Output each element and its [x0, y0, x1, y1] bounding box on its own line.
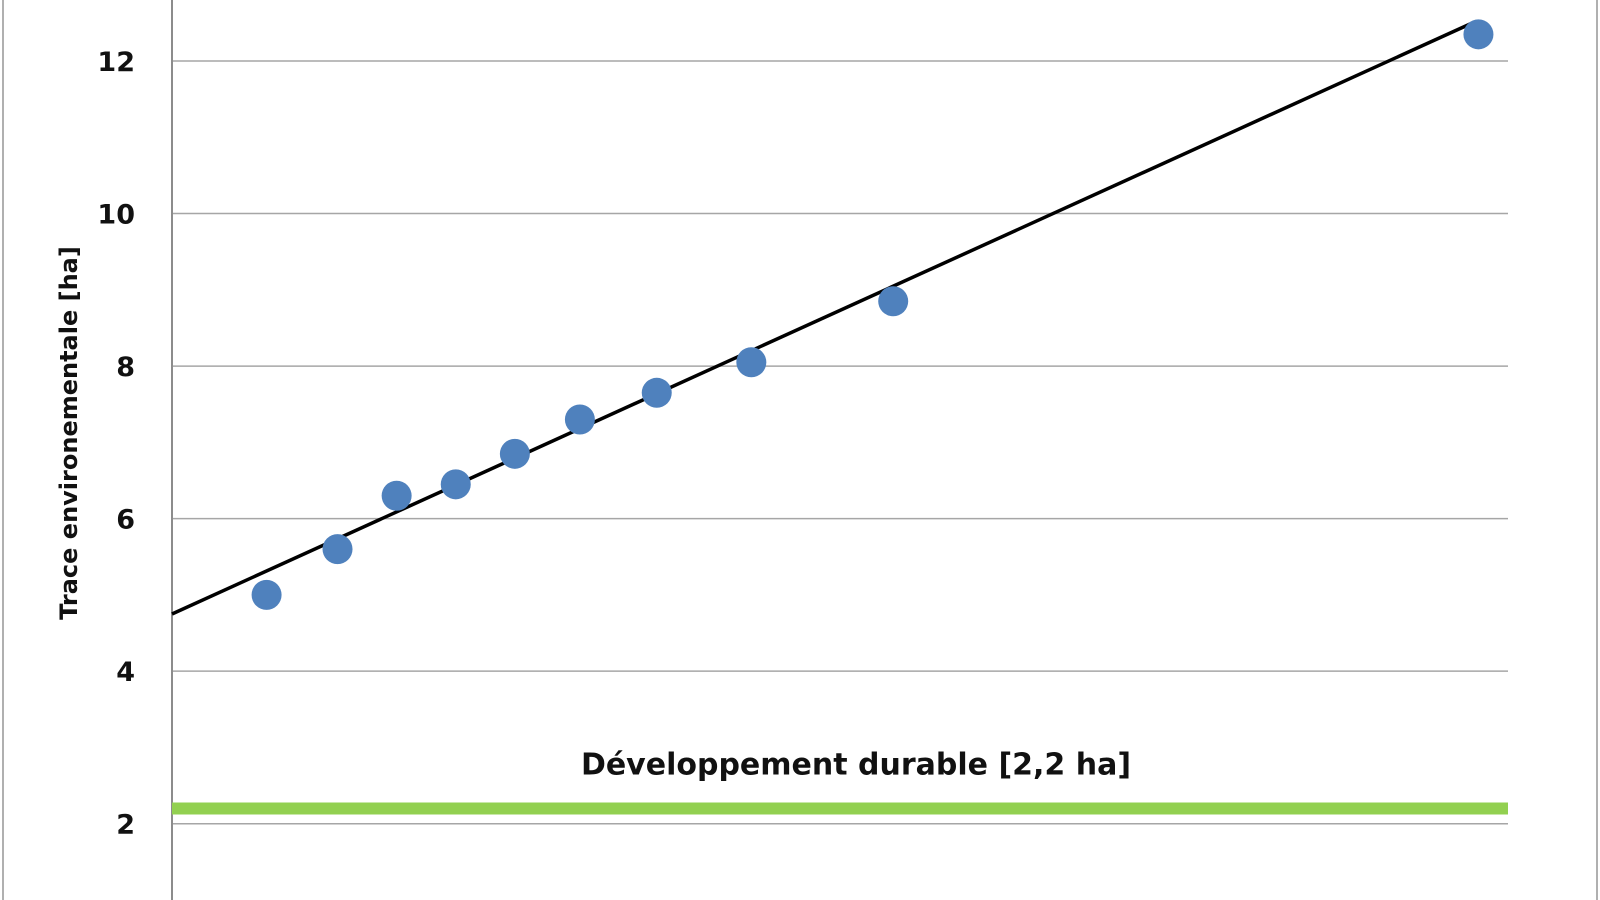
reference-line-label: Développement durable [2,2 ha] — [581, 747, 1131, 782]
data-point — [251, 579, 282, 610]
data-point — [322, 534, 353, 565]
data-points — [251, 19, 1494, 610]
data-point — [381, 480, 412, 511]
gridlines — [172, 60, 1508, 825]
y-tick-label: 12 — [97, 47, 135, 78]
y-axis-title: Trace environementale [ha] — [55, 246, 83, 620]
y-tick-label: 10 — [97, 200, 135, 231]
y-tick-label: 6 — [116, 505, 135, 536]
data-point — [499, 438, 530, 469]
data-point — [878, 286, 909, 317]
data-point — [736, 347, 767, 378]
y-tick-label: 2 — [116, 810, 135, 841]
y-tick-label: 4 — [116, 657, 135, 688]
trendline — [171, 21, 1474, 616]
data-point — [440, 469, 471, 500]
y-tick-label: 8 — [116, 352, 135, 383]
y-tick-labels: 2 4 6 8 10 12 — [97, 47, 135, 841]
data-point — [1463, 19, 1494, 50]
data-point — [564, 404, 595, 435]
data-point — [641, 377, 672, 408]
